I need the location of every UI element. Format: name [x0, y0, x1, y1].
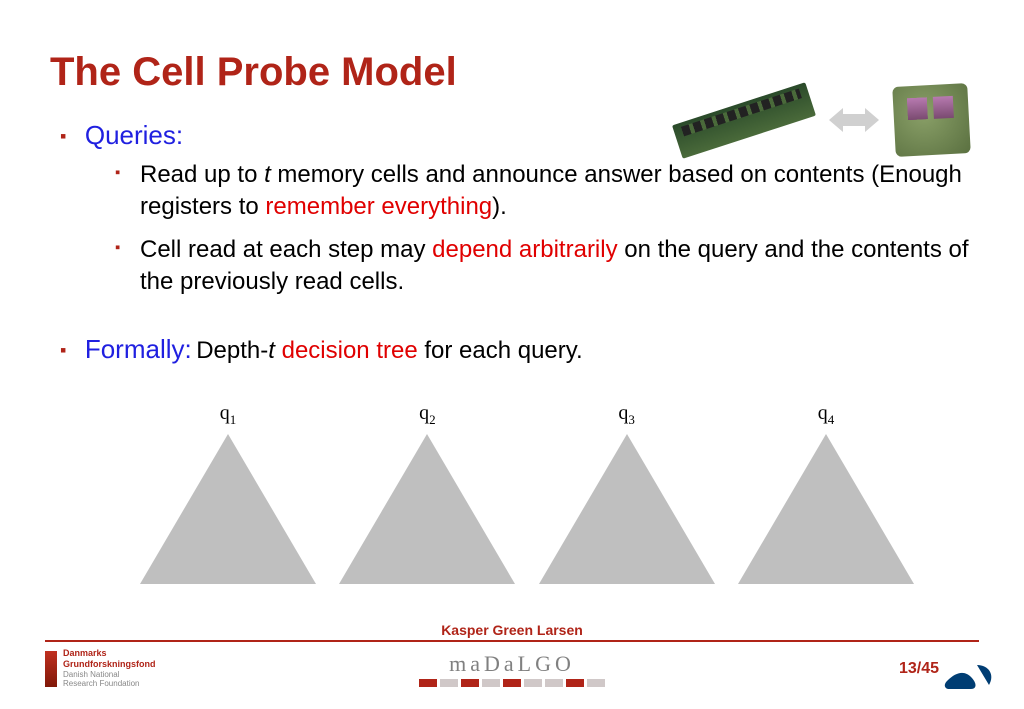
hardware-graphic [674, 85, 969, 155]
formally-section: Formally: Depth-t decision tree for each… [60, 334, 974, 367]
text: Depth- [196, 337, 268, 364]
madalgo-logo: maDaLGO [419, 651, 605, 687]
ram-icon [672, 82, 816, 159]
tree-q2: q2 [339, 402, 515, 584]
text: Cell read at each step may [140, 236, 432, 263]
emphasis: remember everything [265, 193, 492, 220]
text: ). [492, 193, 507, 220]
page-current: 13 [899, 660, 917, 677]
funding-logo: Danmarks Grundforskningsfond Danish Nati… [45, 648, 156, 689]
bullet-list: Queries: Read up to t memory cells and a… [50, 120, 974, 367]
query-item-2: Cell read at each step may depend arbitr… [115, 234, 974, 299]
tree-label: q1 [220, 402, 237, 428]
triangle-icon [738, 434, 914, 584]
tree-q3: q3 [539, 402, 715, 584]
fund-text: Research Foundation [63, 679, 140, 688]
fund-text: Grundforskningsfond [63, 659, 156, 670]
triangle-icon [339, 434, 515, 584]
footer-row: Danmarks Grundforskningsfond Danish Nati… [45, 648, 979, 689]
triangle-icon [140, 434, 316, 584]
text: for each query. [418, 337, 583, 364]
emphasis: decision tree [282, 337, 418, 364]
queries-sublist: Read up to t memory cells and announce a… [60, 159, 974, 299]
query-item-1: Read up to t memory cells and announce a… [115, 159, 974, 224]
page-number: 13/45 [899, 660, 939, 678]
slide-footer: Kasper Green Larsen Danmarks Grundforskn… [45, 622, 979, 689]
text [275, 337, 282, 364]
bidirectional-arrow-icon [829, 105, 879, 135]
formally-text: Depth-t decision tree for each query. [196, 337, 582, 364]
tree-q1: q1 [140, 402, 316, 584]
emphasis: depend arbitrarily [432, 236, 617, 263]
brand-text: maDaLGO [449, 651, 575, 676]
variable-t: t [264, 161, 271, 188]
formally-heading: Formally: [85, 334, 192, 364]
fund-text: Danish National [63, 670, 119, 679]
tree-q4: q4 [738, 402, 914, 584]
au-logo-icon [937, 651, 997, 695]
fund-text: Danmarks [63, 648, 156, 659]
author-name: Kasper Green Larsen [45, 622, 979, 638]
tree-label: q2 [419, 402, 436, 428]
variable-t: t [268, 337, 275, 364]
tree-label: q4 [818, 402, 835, 428]
decision-trees-diagram: q1 q2 q3 q4 [50, 387, 974, 584]
tree-label: q3 [618, 402, 635, 428]
logo-dots-icon [419, 679, 605, 687]
text: Read up to [140, 161, 264, 188]
slide: The Cell Probe Model Queries: Read up to… [0, 0, 1024, 709]
footer-divider [45, 640, 979, 642]
queries-heading: Queries: [85, 120, 183, 150]
triangle-icon [539, 434, 715, 584]
logo-bar-icon [45, 651, 57, 687]
cpu-icon [892, 83, 971, 157]
